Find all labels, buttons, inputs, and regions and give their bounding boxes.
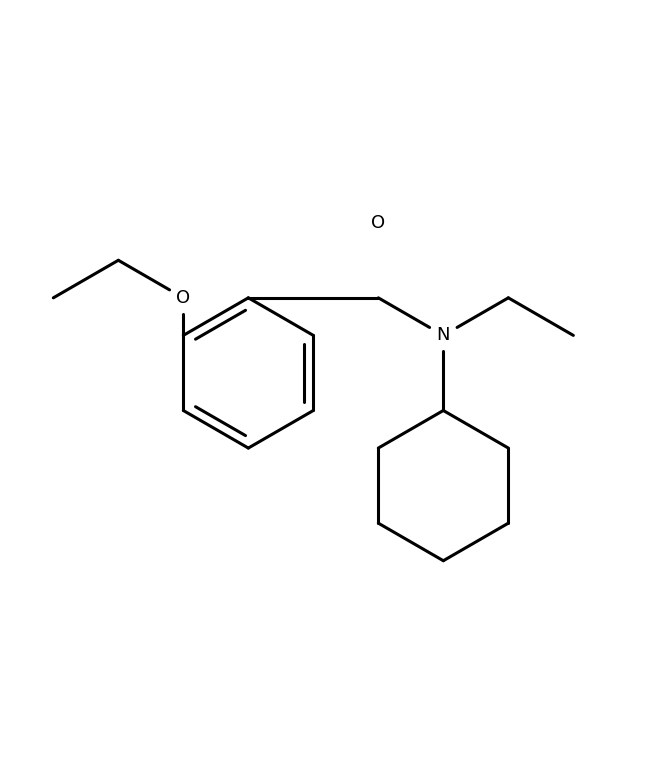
- Text: N: N: [437, 326, 450, 345]
- Text: O: O: [371, 214, 385, 231]
- Text: O: O: [176, 289, 190, 307]
